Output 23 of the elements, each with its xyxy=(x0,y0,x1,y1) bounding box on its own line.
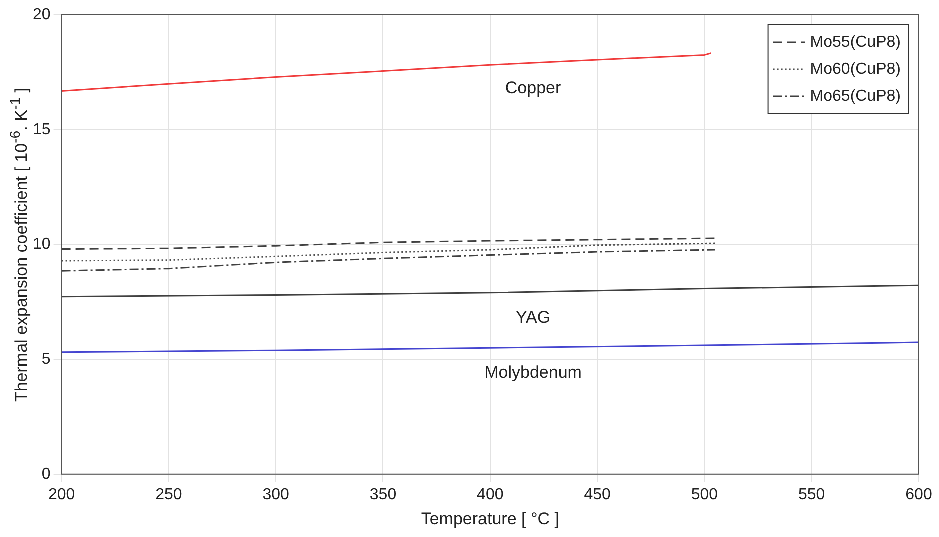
series-label: Molybdenum xyxy=(484,363,582,382)
legend-label: Mo60(CuP8) xyxy=(810,60,901,78)
line-series xyxy=(62,249,716,272)
x-tick-label: 450 xyxy=(584,486,611,504)
series-label: YAG xyxy=(516,308,551,327)
x-tick-label: 250 xyxy=(156,486,182,504)
series-label: Copper xyxy=(505,78,562,98)
x-tick-label: 500 xyxy=(691,486,718,504)
x-tick-label: 550 xyxy=(798,486,826,504)
y-tick-label: 15 xyxy=(33,121,51,138)
x-tick-label: 600 xyxy=(906,486,932,504)
y-tick-label: 0 xyxy=(42,466,51,483)
y-tick-label: 20 xyxy=(33,6,51,24)
y-tick-label: 10 xyxy=(33,236,51,254)
x-axis-title: Temperature [ °C ] xyxy=(421,509,560,528)
line-series xyxy=(62,238,716,250)
legend-label: Mo55(CuP8) xyxy=(810,34,901,51)
x-tick-label: 350 xyxy=(370,486,397,504)
x-tick-label: 300 xyxy=(262,486,290,504)
y-tick-label: 5 xyxy=(42,350,51,368)
legend-label: Mo65(CuP8) xyxy=(810,88,901,105)
x-tick-label: 200 xyxy=(48,486,76,504)
x-tick-label: 400 xyxy=(477,486,504,504)
